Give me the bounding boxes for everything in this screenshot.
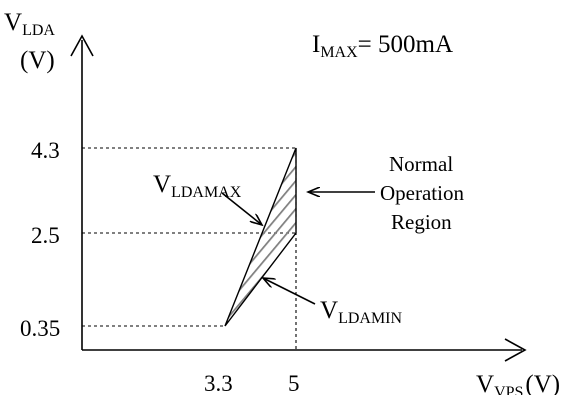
- x-tick-label: 5: [288, 371, 300, 395]
- y-axis-arrowhead: [70, 34, 94, 57]
- x-axis-label: VVPS(V): [476, 371, 560, 395]
- region-label-line-2: Operation: [380, 181, 464, 205]
- x-axis-arrowhead: [504, 338, 527, 362]
- x-tick-label: 3.3: [204, 371, 233, 395]
- vldamin-pointer-arrow: [263, 278, 316, 305]
- vldamax-label: VLDAMAX: [153, 171, 242, 201]
- y-axis-unit: (V): [20, 47, 55, 74]
- vldamin-label: VLDAMIN: [320, 297, 403, 327]
- y-axis-label: VLDA: [4, 9, 55, 39]
- y-tick-label: 0.35: [20, 316, 60, 341]
- normal-operation-region: [224, 147, 297, 327]
- region-label-line-3: Region: [391, 210, 452, 234]
- region-label-line-1: Normal: [389, 152, 453, 176]
- y-tick-label: 4.3: [31, 138, 60, 163]
- y-tick-label: 2.5: [31, 223, 60, 248]
- vldamax-pointer-arrow: [221, 192, 262, 225]
- imax-condition-label: IMAX= 500mA: [312, 31, 453, 61]
